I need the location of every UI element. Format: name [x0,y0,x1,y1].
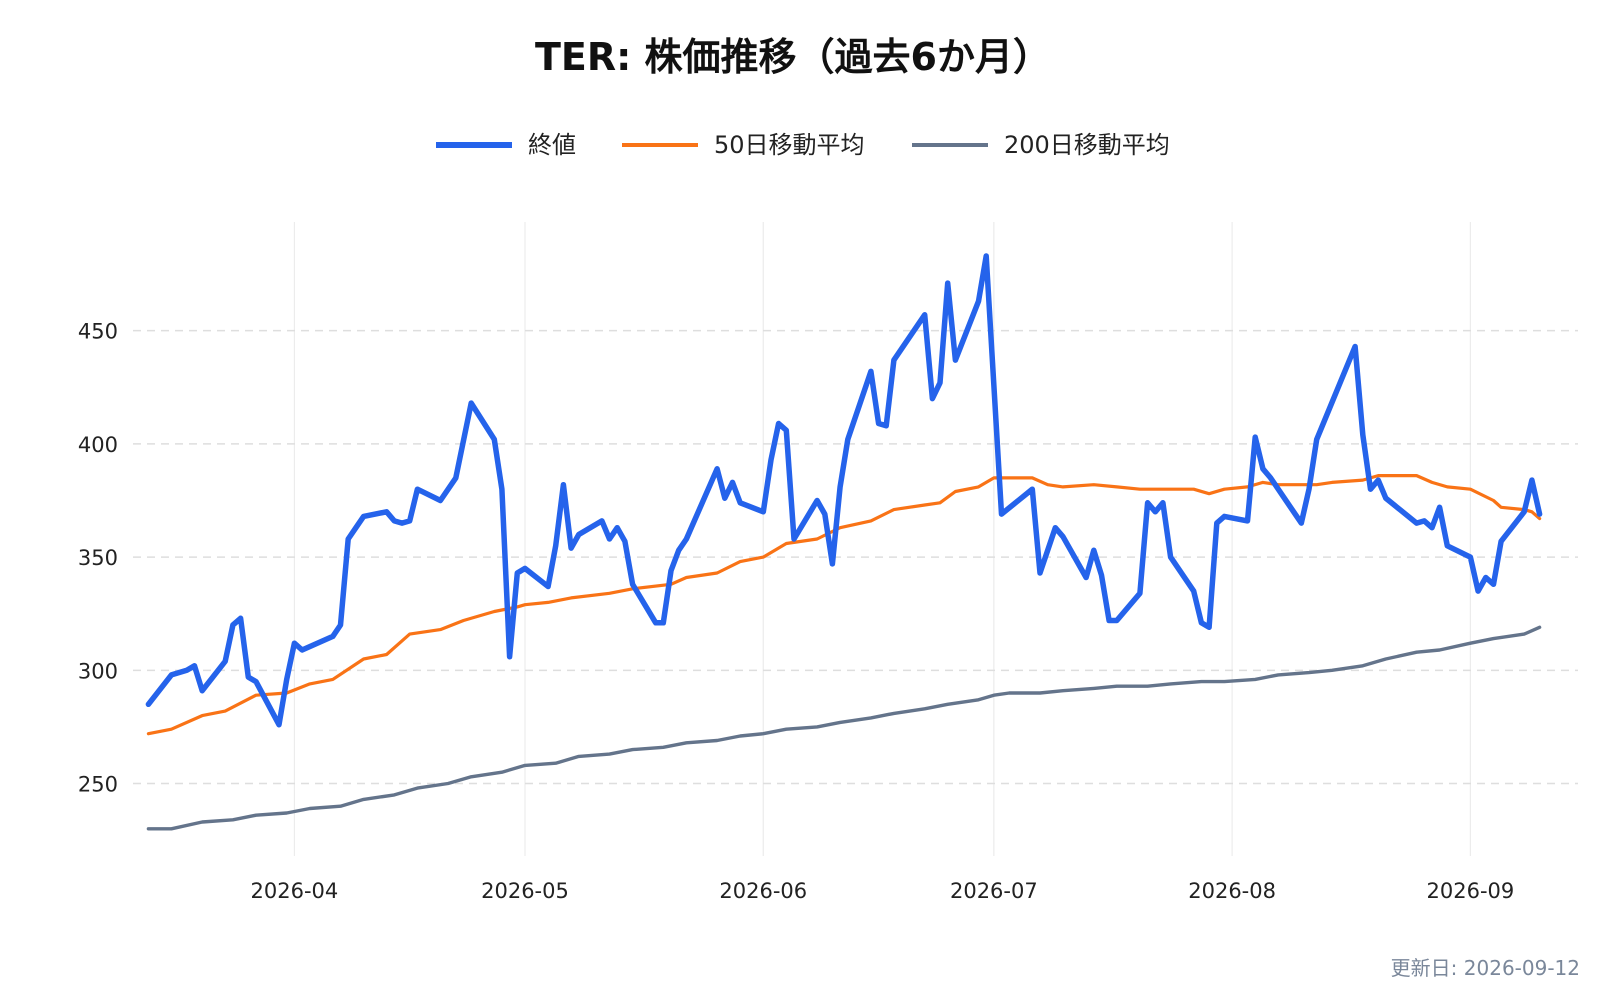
y-tick-label: 350 [78,546,118,570]
y-tick-label: 450 [78,320,118,344]
chart-title: TER: 株価推移（過去6か月） [535,35,1051,79]
y-tick-label: 250 [78,773,118,797]
legend-label-0: 終値 [528,131,576,159]
series-line-0 [145,253,1543,728]
x-tick-label: 2026-04 [251,879,339,903]
series-line-2 [146,625,1542,831]
y-axis: 250 300 350 400 450 [78,320,118,797]
x-tick-label: 2026-07 [950,879,1038,903]
y-tick-label: 300 [78,659,118,683]
legend-label-1: 50日移動平均 [714,131,865,159]
y-tick-label: 400 [78,433,118,457]
series-layer [145,253,1543,831]
legend: 終値 50日移動平均 200日移動平均 [436,131,1170,159]
x-tick-label: 2026-06 [719,879,807,903]
x-tick-label: 2026-05 [481,879,569,903]
legend-label-2: 200日移動平均 [1004,131,1170,159]
x-axis: 2026-04 2026-05 2026-06 2026-07 2026-08 2026-… [251,879,1515,903]
series-line-1 [146,474,1542,736]
x-tick-label: 2026-08 [1188,879,1276,903]
updated-date-note: 更新日: 2026-09-12 [1391,956,1580,980]
x-tick-label: 2026-09 [1427,879,1515,903]
